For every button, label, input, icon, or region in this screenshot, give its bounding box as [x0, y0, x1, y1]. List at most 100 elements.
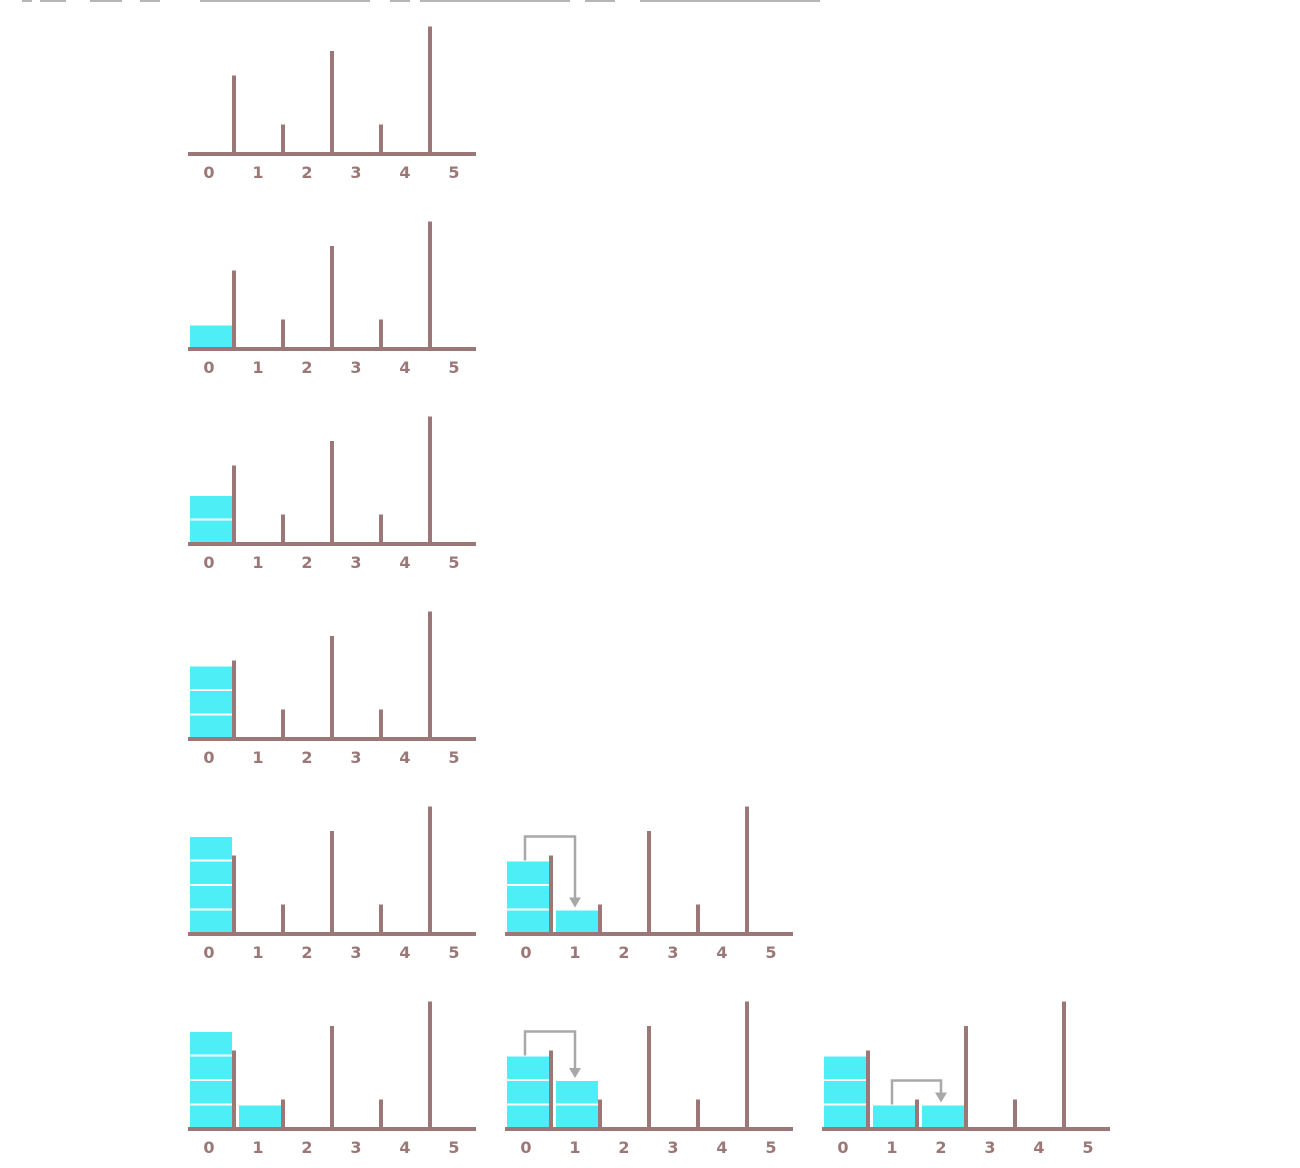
wall-3 — [1013, 1099, 1017, 1129]
tick-label-4: 4 — [399, 163, 410, 182]
water-unit — [190, 691, 232, 715]
water-unit — [190, 861, 232, 885]
tick-label-4: 4 — [399, 748, 410, 767]
flow-arrow — [890, 1079, 947, 1105]
tick-label-2: 2 — [301, 748, 312, 767]
wall-2 — [330, 51, 334, 154]
panel-r5c2: 0 1 2 3 4 5 — [505, 806, 793, 962]
tick-label-5: 5 — [448, 358, 459, 377]
panel-r2c1: 0 1 2 3 4 5 — [188, 221, 476, 377]
tick-label-0: 0 — [203, 163, 214, 182]
tick-label-1: 1 — [252, 358, 263, 377]
water-unit — [824, 1056, 866, 1080]
wall-2 — [330, 831, 334, 934]
water-unit — [239, 1105, 281, 1129]
wall-0 — [549, 1050, 553, 1129]
tick-label-0: 0 — [203, 358, 214, 377]
water-unit — [507, 1056, 549, 1080]
water-unit — [556, 910, 598, 934]
wall-4 — [428, 611, 432, 739]
wall-1 — [281, 124, 285, 154]
wall-2 — [330, 246, 334, 349]
baseline — [188, 737, 476, 741]
water-unit — [190, 886, 232, 910]
arrow-head-icon — [569, 897, 581, 908]
wall-3 — [379, 514, 383, 544]
cutoff-header-fragment — [22, 0, 820, 2]
tick-label-0: 0 — [203, 748, 214, 767]
water-unit — [922, 1105, 964, 1129]
water-unit — [507, 1081, 549, 1105]
panel-r6c2: 0 1 2 3 4 5 — [505, 1001, 793, 1157]
water-unit — [190, 520, 232, 544]
tick-label-0: 0 — [837, 1138, 848, 1157]
water-unit — [190, 1056, 232, 1080]
wall-1 — [598, 1099, 602, 1129]
wall-4 — [745, 1001, 749, 1129]
tick-label-5: 5 — [448, 943, 459, 962]
flow-arrow-line — [523, 1030, 577, 1070]
wall-1 — [281, 709, 285, 739]
baseline — [188, 347, 476, 351]
water-unit — [824, 1105, 866, 1129]
tick-label-0: 0 — [203, 1138, 214, 1157]
baseline — [188, 542, 476, 546]
panel-r1c1: 0 1 2 3 4 5 — [188, 26, 476, 182]
wall-2 — [330, 441, 334, 544]
tick-label-5: 5 — [765, 1138, 776, 1157]
wall-4 — [1062, 1001, 1066, 1129]
flow-arrow — [523, 835, 581, 908]
wall-4 — [428, 26, 432, 154]
tick-label-3: 3 — [350, 1138, 361, 1157]
baseline — [505, 932, 793, 936]
wall-0 — [866, 1050, 870, 1129]
flow-arrow-line — [890, 1079, 943, 1105]
tick-label-3: 3 — [350, 358, 361, 377]
tick-label-2: 2 — [301, 553, 312, 572]
tick-label-2: 2 — [301, 163, 312, 182]
water-unit — [824, 1081, 866, 1105]
wall-0 — [232, 855, 236, 934]
baseline — [188, 152, 476, 156]
tick-label-1: 1 — [252, 163, 263, 182]
water-unit — [190, 837, 232, 861]
tick-label-1: 1 — [252, 553, 263, 572]
water-unit — [190, 666, 232, 690]
wall-1 — [915, 1099, 919, 1129]
tick-label-3: 3 — [350, 943, 361, 962]
wall-2 — [330, 1026, 334, 1129]
tick-label-5: 5 — [448, 553, 459, 572]
wall-1 — [281, 319, 285, 349]
wall-4 — [745, 806, 749, 934]
wall-0 — [549, 855, 553, 934]
tick-label-2: 2 — [618, 1138, 629, 1157]
tick-label-3: 3 — [667, 943, 678, 962]
tick-label-4: 4 — [399, 943, 410, 962]
tick-label-1: 1 — [252, 1138, 263, 1157]
wall-0 — [232, 1050, 236, 1129]
water-unit — [190, 1105, 232, 1129]
panel-r6c3: 0 1 2 3 4 5 — [822, 1001, 1110, 1157]
water-unit — [507, 886, 549, 910]
tick-label-5: 5 — [765, 943, 776, 962]
wall-2 — [330, 636, 334, 739]
panel-r3c1: 0 1 2 3 4 5 — [188, 416, 476, 572]
tick-label-4: 4 — [399, 358, 410, 377]
water-unit — [507, 861, 549, 885]
tick-label-1: 1 — [886, 1138, 897, 1157]
arrow-head-icon — [935, 1092, 947, 1103]
tick-label-2: 2 — [935, 1138, 946, 1157]
wall-1 — [281, 904, 285, 934]
water-unit — [190, 1081, 232, 1105]
tick-label-0: 0 — [203, 553, 214, 572]
wall-3 — [696, 1099, 700, 1129]
tick-label-4: 4 — [399, 1138, 410, 1157]
wall-0 — [232, 75, 236, 154]
panel-r5c1: 0 1 2 3 4 5 — [188, 806, 476, 962]
tick-label-5: 5 — [448, 1138, 459, 1157]
wall-1 — [598, 904, 602, 934]
wall-1 — [281, 514, 285, 544]
wall-2 — [647, 1026, 651, 1129]
wall-4 — [428, 416, 432, 544]
